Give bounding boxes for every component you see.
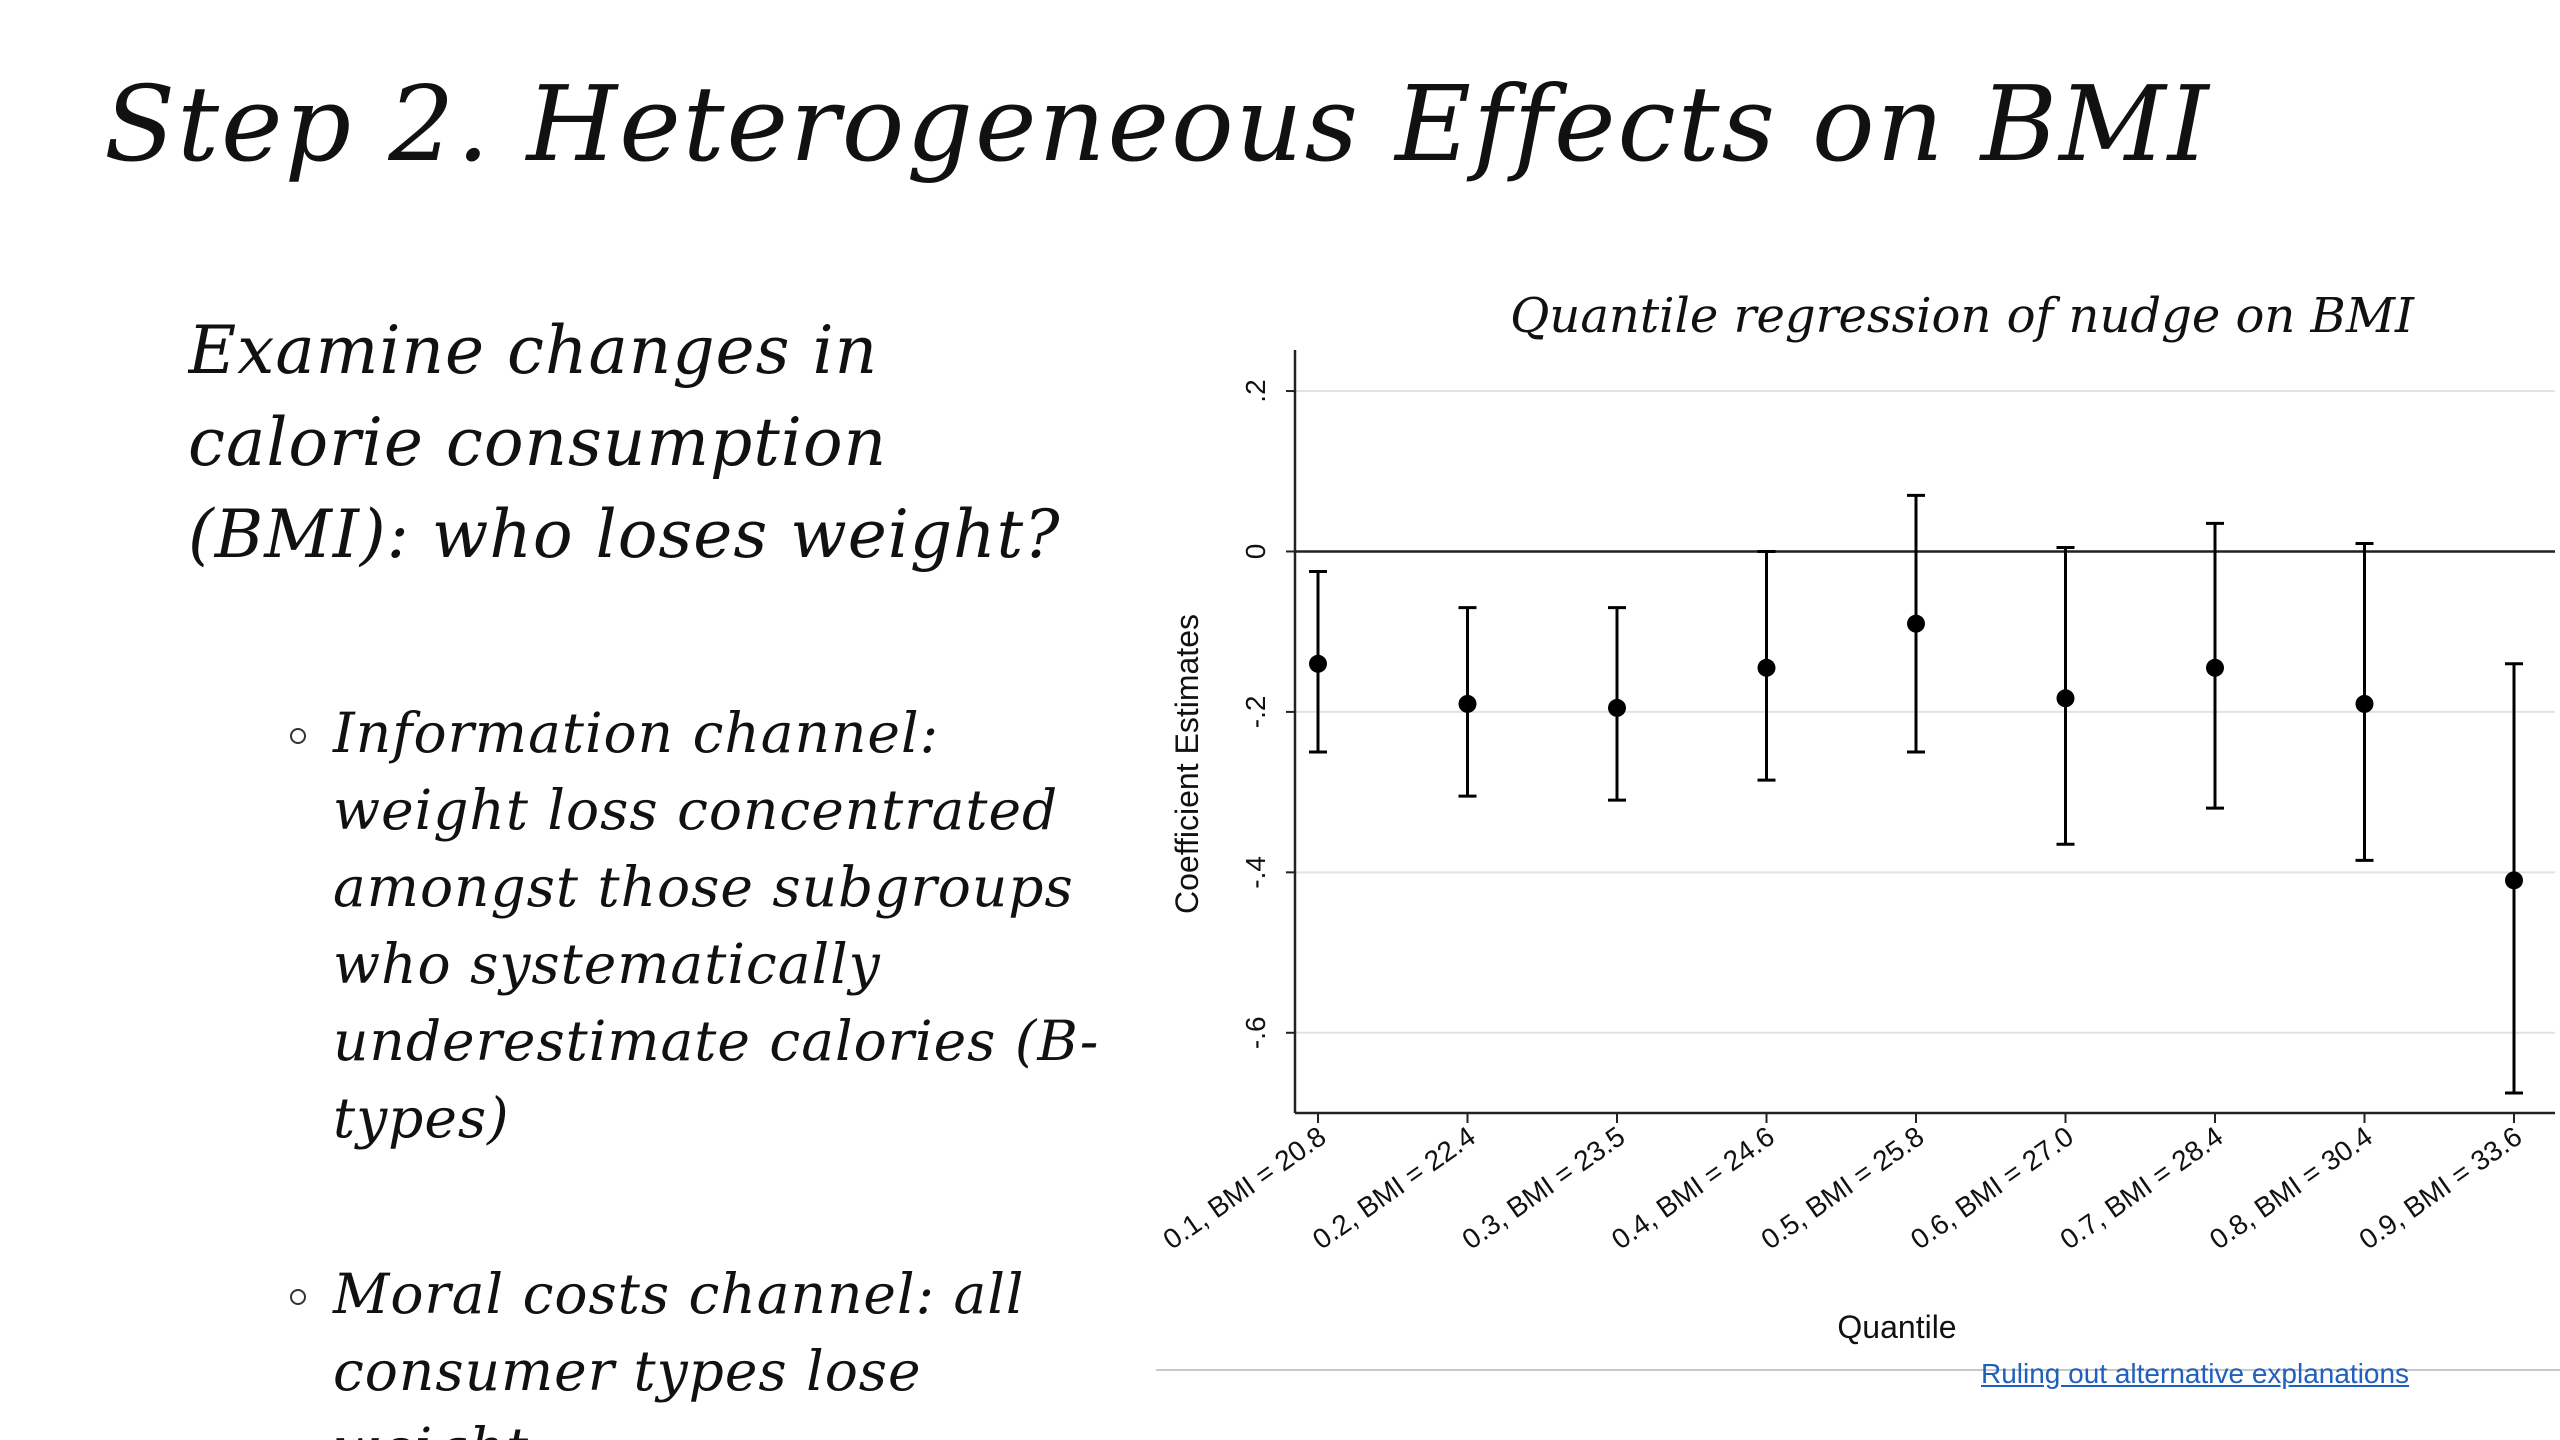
- x-axis-ticks: 0.1, BMI = 20.80.2, BMI = 22.40.3, BMI =…: [1157, 1113, 2527, 1255]
- x-axis-label: Quantile: [1837, 1309, 1956, 1345]
- x-tick-label: 0.1, BMI = 20.8: [1157, 1121, 1331, 1256]
- bullet-information-channel: Information channel: weight loss concent…: [188, 695, 1118, 1157]
- confidence-intervals: [1309, 493, 2523, 1095]
- bullet-text: Information channel: weight loss concent…: [333, 701, 1100, 1150]
- axes: [1293, 350, 2555, 1115]
- hollow-circle-bullet-icon: [290, 728, 306, 744]
- y-tick-label: -.6: [1240, 1016, 1271, 1049]
- grid-lines: [1295, 390, 2555, 1034]
- chart-title: Quantile regression of nudge on BMI: [1510, 288, 2415, 344]
- coefficient-point: [1309, 654, 1327, 673]
- y-axis-ticks: .2 0 -.2 -.4 -.6: [1240, 379, 1295, 1049]
- coefficient-point: [2206, 658, 2224, 677]
- coefficient-point: [2505, 871, 2523, 890]
- hollow-circle-bullet-icon: [290, 1289, 306, 1305]
- lead-text: Examine changes in calorie consumption (…: [188, 312, 1061, 573]
- x-tick-label: 0.8, BMI = 30.4: [2204, 1121, 2378, 1256]
- coefficient-point: [1458, 694, 1477, 713]
- coefficient-point: [2355, 694, 2374, 713]
- coefficient-point: [1907, 614, 1925, 633]
- x-tick-label: 0.2, BMI = 22.4: [1307, 1121, 1481, 1256]
- x-tick-label: 0.4, BMI = 24.6: [1606, 1121, 1780, 1256]
- coefficient-point: [2056, 689, 2075, 708]
- slide-content: Examine changes in calorie consumption (…: [188, 305, 1118, 1440]
- slide-title: Step 2. Heterogeneous Effects on BMI: [104, 63, 2211, 185]
- quantile-regression-chart: Quantile regression of nudge on BMI .2 0 -…: [1150, 270, 2560, 1440]
- x-tick-label: 0.6, BMI = 27.0: [1905, 1121, 2079, 1256]
- x-tick-label: 0.9, BMI = 33.6: [2353, 1121, 2527, 1256]
- bullet-text: Moral costs channel: all consumer types …: [333, 1262, 1025, 1440]
- x-tick-label: 0.7, BMI = 28.4: [2054, 1121, 2228, 1256]
- coefficient-point: [1757, 658, 1776, 677]
- y-tick-label: 0: [1240, 544, 1271, 560]
- coefficient-points: [1309, 614, 2523, 890]
- chart-svg: Quantile regression of nudge on BMI .2 0 -…: [1156, 288, 2560, 1371]
- y-tick-label: -.2: [1240, 696, 1271, 729]
- bullet-moral-costs-channel: Moral costs channel: all consumer types …: [188, 1256, 1118, 1440]
- ruling-out-alternatives-link[interactable]: Ruling out alternative explanations: [1981, 1358, 2410, 1389]
- x-tick-label: 0.5, BMI = 25.8: [1755, 1121, 1929, 1256]
- y-tick-label: -.4: [1240, 856, 1271, 889]
- y-axis-label: Coefficient Estimates: [1169, 614, 1205, 914]
- x-tick-label: 0.3, BMI = 23.5: [1456, 1121, 1630, 1256]
- y-tick-label: .2: [1240, 379, 1271, 402]
- coefficient-point: [1608, 698, 1626, 717]
- bullet-list: Information channel: weight loss concent…: [188, 695, 1118, 1440]
